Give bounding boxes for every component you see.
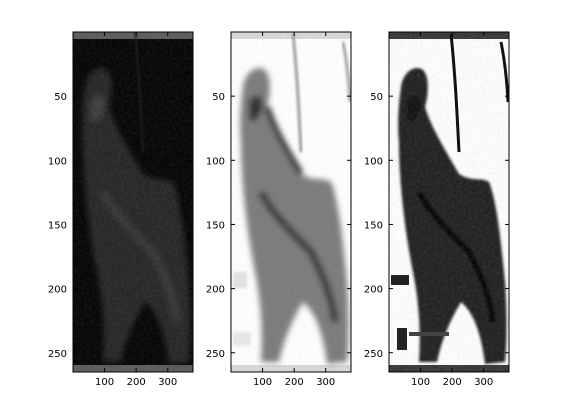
y-tick-label-right: 100 bbox=[364, 156, 383, 167]
x-tick-label-middle: 300 bbox=[316, 377, 335, 388]
x-tick-label-right: 300 bbox=[474, 377, 493, 388]
x-tick-label-right: 200 bbox=[443, 377, 462, 388]
y-tick-label-right: 50 bbox=[370, 92, 383, 103]
y-tick-label-right: 200 bbox=[364, 285, 383, 296]
y-tick-label-middle: 100 bbox=[206, 156, 225, 167]
x-tick-label-middle: 100 bbox=[253, 377, 272, 388]
x-tick-label-left: 300 bbox=[158, 377, 177, 388]
y-tick-label-left: 150 bbox=[48, 220, 67, 231]
y-tick-label-middle: 150 bbox=[206, 220, 225, 231]
panel-left bbox=[72, 31, 194, 373]
image-right bbox=[389, 32, 509, 372]
y-tick-label-left: 200 bbox=[48, 285, 67, 296]
x-tick-label-middle: 200 bbox=[285, 377, 304, 388]
y-tick-label-right: 150 bbox=[364, 220, 383, 231]
x-tick-label-left: 200 bbox=[127, 377, 146, 388]
y-tick-label-left: 100 bbox=[48, 156, 67, 167]
y-tick-label-left: 50 bbox=[54, 92, 67, 103]
y-tick-label-middle: 250 bbox=[206, 349, 225, 360]
y-tick-label-middle: 50 bbox=[212, 92, 225, 103]
y-tick-label-left: 250 bbox=[48, 349, 67, 360]
panel-right bbox=[388, 31, 510, 373]
image-left bbox=[73, 32, 193, 372]
panel-middle bbox=[230, 31, 352, 373]
y-tick-label-middle: 200 bbox=[206, 285, 225, 296]
y-tick-label-right: 250 bbox=[364, 349, 383, 360]
axes-layer: 100 200 300 50 100 150 200 250 100 200 300 50 100 150… bbox=[48, 32, 509, 388]
x-tick-label-right: 100 bbox=[411, 377, 430, 388]
x-tick-label-left: 100 bbox=[95, 377, 114, 388]
image-middle bbox=[231, 32, 351, 372]
